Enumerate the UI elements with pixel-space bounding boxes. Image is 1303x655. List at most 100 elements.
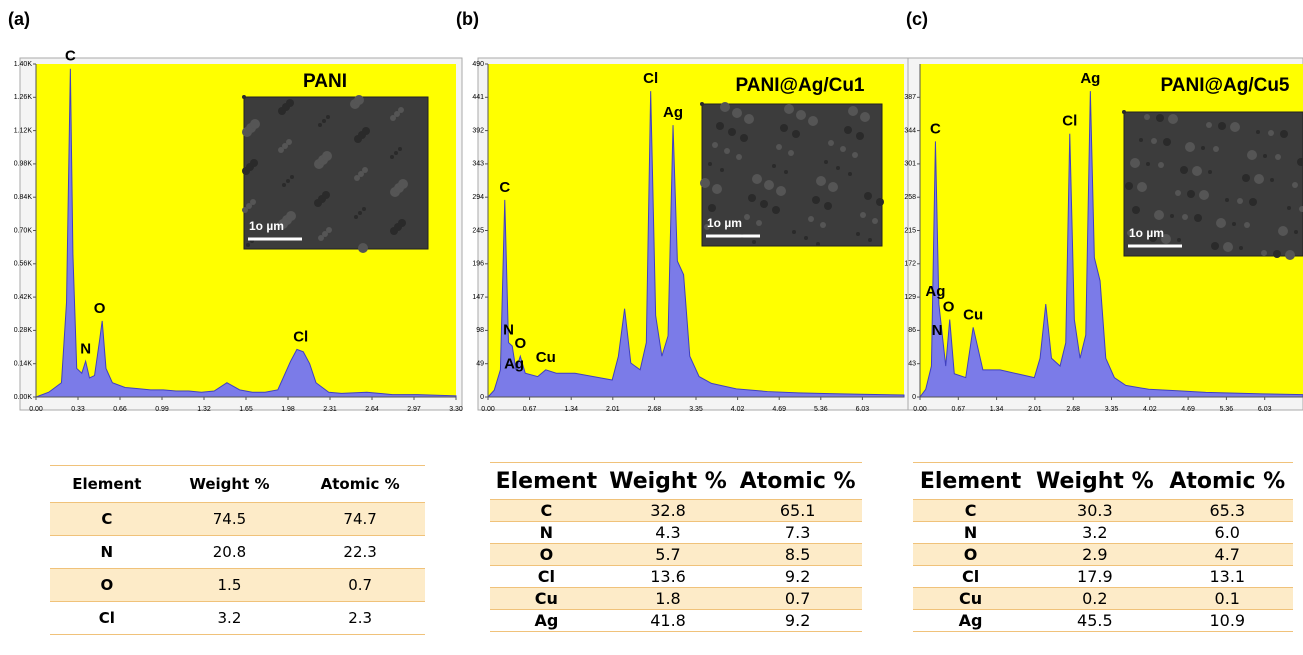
sem-texture xyxy=(358,243,368,253)
table-cell: 0.2 xyxy=(1028,588,1161,610)
sem-texture xyxy=(1187,190,1195,198)
sem-texture xyxy=(1158,162,1164,168)
x-tick-label: 4.02 xyxy=(731,406,745,413)
sem-texture xyxy=(796,110,806,120)
y-tick-label: 43 xyxy=(908,361,916,368)
table-cell: N xyxy=(490,522,603,544)
sem-texture xyxy=(286,179,290,183)
sem-texture xyxy=(1254,174,1264,184)
table-row: C74.574.7 xyxy=(50,503,425,536)
peak-label: Cl xyxy=(643,70,658,87)
table-cell: 13.6 xyxy=(603,566,734,588)
sem-texture xyxy=(876,198,884,206)
peak-label: Ag xyxy=(663,104,683,121)
sem-texture xyxy=(1242,174,1250,182)
x-tick-label: 1.34 xyxy=(564,406,578,413)
header-cell: Element xyxy=(913,463,1028,500)
x-tick-label: 6.03 xyxy=(856,406,870,413)
sem-texture xyxy=(1216,218,1226,228)
sem-texture xyxy=(322,119,326,123)
sem-texture xyxy=(1154,210,1164,220)
sem-texture xyxy=(860,112,870,122)
y-tick-label: 0.00K xyxy=(14,394,33,401)
table-row: C32.865.1 xyxy=(490,500,862,522)
sem-texture xyxy=(1294,230,1298,234)
peak-label: O xyxy=(943,299,955,316)
peak-label: Cu xyxy=(536,349,556,366)
sem-texture xyxy=(1125,182,1133,190)
sem-texture xyxy=(792,230,796,234)
table-cell: 22.3 xyxy=(295,536,425,569)
sem-texture xyxy=(286,211,296,221)
sem-texture xyxy=(1139,138,1143,142)
x-tick-label: 2.01 xyxy=(1028,406,1042,413)
x-tick-label: 2.97 xyxy=(407,406,421,413)
x-tick-label: 2.68 xyxy=(648,406,662,413)
y-tick-label: 86 xyxy=(908,327,916,334)
table-cell: 74.5 xyxy=(164,503,296,536)
y-tick-label: 1.12K xyxy=(14,127,33,134)
y-tick-label: 1.26K xyxy=(14,94,33,101)
table-cell: Cu xyxy=(913,588,1028,610)
sem-texture xyxy=(784,170,788,174)
scale-label: 1o µm xyxy=(707,216,742,230)
x-tick-label: 0.67 xyxy=(951,406,965,413)
sem-texture xyxy=(358,211,362,215)
sem-texture xyxy=(1225,198,1229,202)
table-cell: 5.7 xyxy=(603,544,734,566)
sem-texture xyxy=(836,166,840,170)
sem-texture xyxy=(1278,226,1288,236)
sem-texture xyxy=(290,175,294,179)
sem-texture xyxy=(398,107,404,113)
header-cell: Element xyxy=(50,466,164,503)
sem-texture xyxy=(808,216,814,222)
sem-texture xyxy=(728,128,736,136)
peak-label: C xyxy=(65,48,76,65)
sem-texture xyxy=(752,240,756,244)
peak-label: Ag xyxy=(504,356,524,373)
sem-texture xyxy=(828,182,838,192)
table-row: N3.26.0 xyxy=(913,522,1293,544)
sem-texture xyxy=(394,151,398,155)
sem-texture xyxy=(848,106,858,116)
sem-texture xyxy=(840,146,846,152)
sem-texture xyxy=(848,172,852,176)
sem-texture xyxy=(398,179,408,189)
y-tick-label: 49 xyxy=(476,361,484,368)
table-cell: C xyxy=(490,500,603,522)
table-cell: 30.3 xyxy=(1028,500,1161,522)
x-tick-label: 1.98 xyxy=(281,406,295,413)
sem-texture xyxy=(820,222,826,228)
y-tick-label: 392 xyxy=(472,127,484,134)
y-tick-label: 196 xyxy=(472,261,484,268)
sem-texture xyxy=(1132,206,1140,214)
sem-texture xyxy=(1194,214,1202,222)
sem-texture xyxy=(322,151,332,161)
table-cell: 1.5 xyxy=(164,569,296,602)
chart-title: PANI@Ag/Cu1 xyxy=(735,75,864,96)
sem-texture xyxy=(756,220,762,226)
table-cell: 65.1 xyxy=(733,500,862,522)
sem-texture xyxy=(716,122,724,130)
sem-texture xyxy=(1163,138,1171,146)
sem-texture xyxy=(736,154,742,160)
x-tick-label: 4.69 xyxy=(772,406,786,413)
sem-texture xyxy=(326,227,332,233)
table-cell: Ag xyxy=(490,610,603,632)
sem-texture xyxy=(856,232,860,236)
table: ElementWeight %Atomic %C30.365.3N3.26.0O… xyxy=(913,462,1293,632)
sem-texture xyxy=(772,164,776,168)
table-row: O5.78.5 xyxy=(490,544,862,566)
scale-label: 1o µm xyxy=(1129,226,1164,240)
peak-label: Cl xyxy=(293,328,308,345)
sem-texture xyxy=(700,178,710,188)
x-tick-label: 1.65 xyxy=(239,406,253,413)
x-tick-label: 2.31 xyxy=(323,406,337,413)
sem-texture xyxy=(250,159,258,167)
sem-texture xyxy=(812,196,820,204)
sem-texture xyxy=(872,218,878,224)
